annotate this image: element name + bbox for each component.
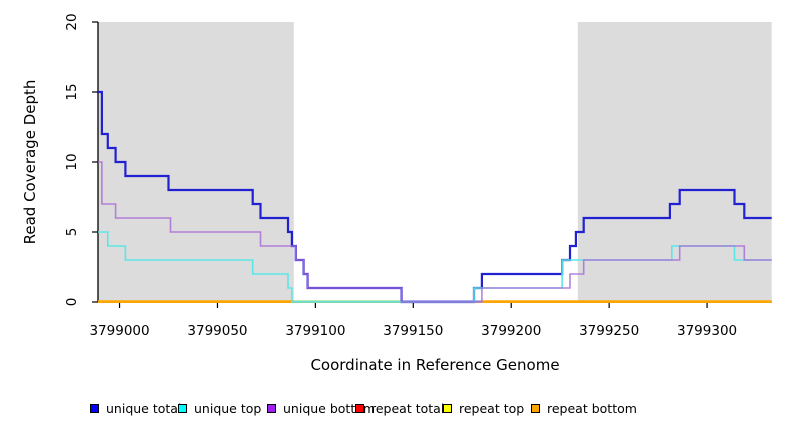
- x-tick-label: 3799300: [677, 323, 737, 339]
- legend-item-repeat-bottom: repeat bottom: [531, 400, 637, 416]
- x-axis-title: Coordinate in Reference Genome: [310, 356, 560, 374]
- legend-label: repeat top: [459, 400, 525, 416]
- y-tick-label: 0: [64, 298, 80, 307]
- x-tick-label: 3799000: [89, 323, 149, 339]
- legend-label: repeat bottom: [547, 400, 637, 416]
- legend: unique total unique top unique bottom repea…: [0, 400, 792, 422]
- y-tick-label: 10: [64, 153, 80, 170]
- legend-swatch-icon: [90, 403, 99, 413]
- legend-item-unique-bottom: unique bottom: [267, 400, 375, 416]
- legend-swatch-icon: [355, 403, 364, 413]
- x-tick-label: 3799100: [285, 323, 345, 339]
- y-tick-label: 20: [64, 13, 80, 30]
- repeat-region-shading: [577, 22, 772, 302]
- repeat-region-shading: [98, 22, 294, 302]
- y-tick-label: 15: [64, 83, 80, 100]
- legend-label: unique total: [106, 400, 182, 416]
- legend-swatch-icon: [267, 403, 276, 413]
- legend-label: unique bottom: [283, 400, 376, 416]
- legend-swatch-icon: [531, 403, 540, 413]
- x-tick-label: 3799250: [579, 323, 639, 339]
- legend-item-repeat-top: repeat top: [443, 400, 524, 416]
- series-line-unique-bottom: [98, 161, 772, 303]
- legend-label: repeat total: [371, 400, 445, 416]
- x-tick-label: 3799150: [383, 323, 443, 339]
- series-line-unique-top: [98, 231, 772, 303]
- legend-item-repeat-total: repeat total: [355, 400, 444, 416]
- legend-item-unique-total: unique total: [90, 400, 181, 416]
- y-axis-title: Read Coverage Depth: [21, 79, 39, 245]
- legend-swatch-icon: [443, 403, 452, 413]
- legend-label: unique top: [194, 400, 262, 416]
- legend-swatch-icon: [178, 403, 187, 413]
- x-tick-label: 3799050: [187, 323, 247, 339]
- y-tick-label: 5: [64, 228, 80, 237]
- x-tick-label: 3799200: [481, 323, 541, 339]
- legend-item-unique-top: unique top: [178, 400, 261, 416]
